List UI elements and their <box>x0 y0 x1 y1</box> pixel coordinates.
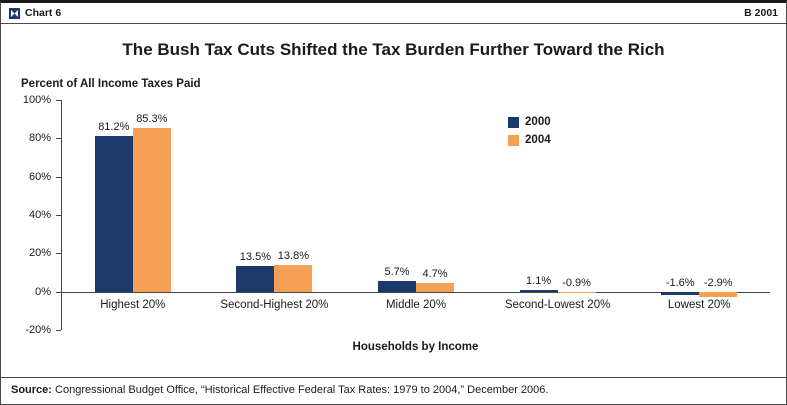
chart-area: 100% 80% 60% 40% 20% 0% -20% 81.2% 85.3% Highest… <box>17 94 770 336</box>
bar-value-label: -0.9% <box>562 276 591 289</box>
bar-value-label: -1.6% <box>665 276 695 289</box>
y-tick-mark <box>56 253 61 255</box>
bar-value-label: -2.9% <box>703 276 733 289</box>
y-tick-label: 60% <box>28 170 51 183</box>
bar-value-label: 81.2% <box>98 121 130 134</box>
legend-swatch-icon <box>508 116 520 128</box>
bar-value-label: 85.3% <box>136 113 168 126</box>
y-tick-label: 20% <box>28 247 51 260</box>
y-tick-mark <box>56 176 61 178</box>
y-tick-label: 0% <box>35 285 51 298</box>
source-prefix: Source: <box>11 384 52 396</box>
chart-title: The Bush Tax Cuts Shifted the Tax Burden… <box>122 40 665 59</box>
y-tick-mark <box>56 291 61 293</box>
category-label: Second-Highest 20% <box>220 298 329 311</box>
y-tick-label: 100% <box>22 94 51 106</box>
legend-item: 2000 <box>508 116 551 128</box>
chart-number-label: Chart 6 <box>25 7 62 19</box>
plot-area: 81.2% 85.3% Highest 20% 13.5% 13.8% Second-Hi… <box>61 100 770 330</box>
bar-2000-category-0 <box>94 136 133 292</box>
page-header: Chart 6 B 2001 <box>1 3 786 24</box>
bar-value-label: 1.1% <box>526 274 552 287</box>
bar-2004-category-2 <box>416 282 454 292</box>
y-tick-mark <box>56 100 61 101</box>
bar-2000-category-2 <box>378 280 416 292</box>
legend-label: 2000 <box>525 116 551 128</box>
y-tick-label: 80% <box>28 132 51 145</box>
x-axis-title: Households by Income <box>352 341 479 353</box>
header-right-label: B 2001 <box>744 7 778 19</box>
bar-2004-category-1 <box>274 265 313 292</box>
category-label: Lowest 20% <box>667 298 731 311</box>
y-tick-mark <box>56 215 61 216</box>
y-axis-unit-label: Percent of All Income Taxes Paid <box>21 78 201 90</box>
legend: 2000 2004 <box>508 116 551 152</box>
source-text: Congressional Budget Office, “Historical… <box>51 384 549 396</box>
bar-value-label: 5.7% <box>384 265 410 278</box>
bar-2000-category-3 <box>519 289 558 292</box>
bar-2000-category-1 <box>236 265 275 292</box>
y-tick-mark <box>56 138 61 140</box>
y-tick-mark <box>56 330 61 331</box>
bar-value-label: 13.5% <box>239 250 271 263</box>
legend-item: 2004 <box>508 134 551 146</box>
category-label: Middle 20% <box>385 298 447 311</box>
zero-baseline <box>62 291 770 293</box>
legend-swatch-icon <box>508 134 520 146</box>
category-label: Second-Lowest 20% <box>504 298 611 311</box>
legend-label: 2004 <box>525 134 551 146</box>
category-label: Highest 20% <box>100 298 166 311</box>
y-tick-label: -20% <box>25 324 51 336</box>
bar-2004-category-4 <box>699 291 738 298</box>
bar-value-label: 13.8% <box>277 250 309 263</box>
y-axis-gutter: 100% 80% 60% 40% 20% 0% -20% <box>17 94 61 336</box>
source-note: Source: Congressional Budget Office, “Hi… <box>1 377 786 404</box>
bar-2004-category-0 <box>132 128 171 292</box>
bar-2000-category-4 <box>661 291 700 295</box>
bar-value-label: 4.7% <box>422 267 448 280</box>
bowtie-logo-icon <box>9 7 20 19</box>
y-tick-label: 40% <box>28 209 51 221</box>
bar-2004-category-3 <box>557 291 596 294</box>
